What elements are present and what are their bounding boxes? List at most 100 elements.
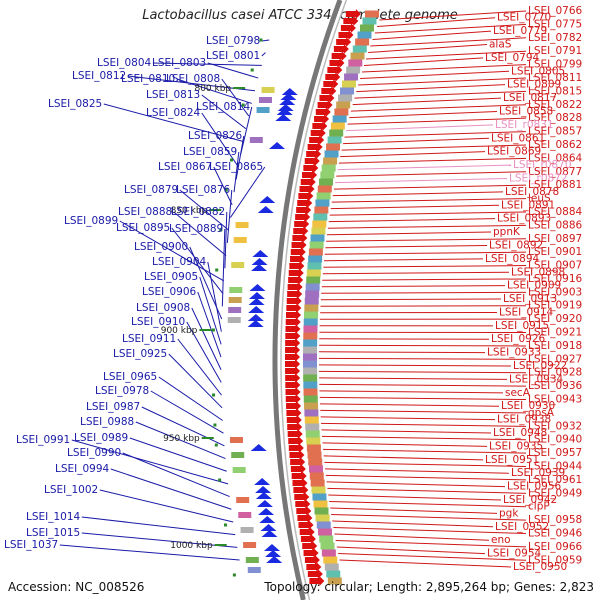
right-gene-label[interactable]: LSEI_0944 xyxy=(528,461,583,473)
left-gene-label[interactable]: LSEI_0904 xyxy=(152,256,207,268)
right-gene-label[interactable]: LSEI_0927 xyxy=(528,353,582,365)
right-gene-label[interactable]: LSEI_0918 xyxy=(528,340,582,352)
right-gene-label[interactable]: LSEI_0794 xyxy=(485,52,540,64)
left-gene-label[interactable]: LSEI_0911 xyxy=(122,333,176,345)
left-gene-label[interactable]: LSEI_0895 xyxy=(116,222,170,234)
right-gene-label[interactable]: LSEI_0920 xyxy=(528,313,582,325)
right-gene-label[interactable]: LSEI_0770 xyxy=(497,12,551,24)
right-gene-label[interactable]: LSEI_0901 xyxy=(528,246,582,258)
right-gene-label[interactable]: LSEI_0934 xyxy=(509,373,564,385)
left-gene-label[interactable]: LSEI_0908 xyxy=(136,302,190,314)
left-gene-label[interactable]: LSEI_1015 xyxy=(26,527,80,539)
left-gene-label[interactable]: LSEI_0804 xyxy=(97,57,152,69)
right-gene-label[interactable]: LSEI_0782 xyxy=(528,32,582,44)
left-gene-label[interactable]: LSEI_0865 xyxy=(209,161,263,173)
right-gene-label[interactable]: LSEI_0916 xyxy=(528,273,583,285)
right-gene-label[interactable]: LSEI_0891 xyxy=(501,199,555,211)
left-gene-label[interactable]: LSEI_0987 xyxy=(86,401,140,413)
left-gene-label[interactable]: LSEI_0879 xyxy=(124,184,178,196)
right-gene-label[interactable]: LSEI_0936 xyxy=(528,380,583,392)
left-gene-label[interactable]: LSEI_0978 xyxy=(95,385,149,397)
left-gene-label[interactable]: LSEI_0812 xyxy=(72,70,126,82)
right-gene-label[interactable]: LSEI_0893 xyxy=(497,213,551,225)
left-gene-label[interactable]: LSEI_0925 xyxy=(113,348,167,360)
right-gene-label[interactable]: LSEI_0822 xyxy=(528,99,582,111)
left-gene-label[interactable]: LSEI_0965 xyxy=(103,371,157,383)
left-gene-label[interactable]: LSEI_1037 xyxy=(4,539,58,551)
right-gene-label[interactable]: LSEI_r0870 xyxy=(513,159,572,171)
right-gene-label[interactable]: LSEI_0919 xyxy=(528,300,582,312)
right-gene-label[interactable]: LSEI_r0831 xyxy=(495,119,554,131)
left-gene-label[interactable]: LSEI_0798 xyxy=(206,35,260,47)
right-gene-label[interactable]: LSEI_0894 xyxy=(485,253,540,265)
right-gene-label[interactable]: LSEI_0954 xyxy=(487,548,542,560)
right-gene-label[interactable]: LSEI_0932 xyxy=(528,420,582,432)
right-gene-label[interactable]: LSEI_0950 xyxy=(513,561,567,573)
left-gene-label[interactable]: LSEI_0808 xyxy=(166,73,220,85)
right-gene-label[interactable]: LSEI_0913 xyxy=(503,293,557,305)
right-gene-label[interactable]: LSEI_0928 xyxy=(528,367,582,379)
left-gene-label[interactable]: LSEI_0889 xyxy=(169,223,223,235)
right-gene-label[interactable]: LSEI_0828 xyxy=(528,112,582,124)
right-gene-label[interactable]: LSEI_0897 xyxy=(528,233,582,245)
right-gene-label[interactable]: leuS xyxy=(528,193,551,205)
left-gene-label[interactable]: LSEI_0826 xyxy=(188,130,243,142)
right-gene-label[interactable]: gpsA xyxy=(528,407,555,419)
left-gene-label[interactable]: LSEI_0988 xyxy=(80,416,134,428)
right-gene-label[interactable]: LSEI_0958 xyxy=(528,514,582,526)
right-gene-label[interactable]: LSEI_0907 xyxy=(528,260,582,272)
right-gene-label[interactable]: LSEI_0938 xyxy=(497,414,551,426)
right-gene-label[interactable]: LSEI_0898 xyxy=(511,266,565,278)
right-gene-label[interactable]: alaS xyxy=(489,38,512,50)
right-gene-label[interactable]: clpP xyxy=(528,501,550,513)
left-gene-label[interactable]: LSEI_0991 xyxy=(16,434,70,446)
right-gene-label[interactable]: LSEI_0811 xyxy=(528,72,582,84)
left-gene-label[interactable]: LSEI_0814 xyxy=(196,101,251,113)
right-gene-label[interactable]: LSEI_0881 xyxy=(528,179,582,191)
right-gene-label[interactable]: LSEI_0922 xyxy=(513,360,567,372)
left-gene-label[interactable]: LSEI_0803 xyxy=(152,57,206,69)
right-gene-label[interactable]: LSEI_0939 xyxy=(511,467,565,479)
right-gene-label[interactable]: LSEI_0942 xyxy=(503,494,557,506)
right-gene-label[interactable]: LSEI_0921 xyxy=(528,327,582,339)
right-gene-label[interactable]: LSEI_0878 xyxy=(505,186,559,198)
left-gene-label[interactable]: LSEI_0994 xyxy=(55,463,110,475)
right-gene-label[interactable]: LSEI_0935 xyxy=(489,440,543,452)
right-gene-label[interactable]: pgk xyxy=(499,507,519,519)
right-gene-label[interactable]: LSEI_0791 xyxy=(528,45,582,57)
right-gene-label[interactable]: LSEI_0815 xyxy=(528,85,582,97)
right-gene-label[interactable]: LSEI_0966 xyxy=(528,541,583,553)
right-gene-label[interactable]: LSEI_0956 xyxy=(507,481,562,493)
right-gene-label[interactable]: LSEI_0952 xyxy=(495,521,549,533)
right-gene-label[interactable]: LSEI_0909 xyxy=(507,280,561,292)
right-gene-label[interactable]: LSEI_0864 xyxy=(528,152,583,164)
right-gene-label[interactable]: LSEI_r0872 xyxy=(509,172,568,184)
left-gene-label[interactable]: LSEI_0882 xyxy=(171,206,225,218)
left-gene-label[interactable]: LSEI_0824 xyxy=(146,107,201,119)
right-gene-label[interactable]: LSEI_0877 xyxy=(528,166,582,178)
right-gene-label[interactable]: LSEI_0903 xyxy=(528,286,582,298)
left-gene-label[interactable]: LSEI_0876 xyxy=(176,184,231,196)
right-gene-label[interactable]: LSEI_0775 xyxy=(528,18,582,30)
right-gene-label[interactable]: LSEI_0948 xyxy=(493,427,547,439)
right-gene-label[interactable]: ppnK xyxy=(493,226,521,238)
left-gene-label[interactable]: LSEI_0859 xyxy=(183,146,237,158)
left-gene-label[interactable]: LSEI_0810 xyxy=(121,73,175,85)
right-gene-label[interactable]: LSEI_0886 xyxy=(528,219,583,231)
left-gene-label[interactable]: LSEI_0906 xyxy=(142,286,197,298)
right-gene-label[interactable]: LSEI_0857 xyxy=(528,126,582,138)
right-gene-label[interactable]: LSEI_0805 xyxy=(511,65,565,77)
right-gene-label[interactable]: LSEI_0779 xyxy=(493,25,547,37)
left-gene-label[interactable]: LSEI_1014 xyxy=(26,511,81,523)
left-gene-label[interactable]: LSEI_0899 xyxy=(64,215,118,227)
right-gene-label[interactable]: LSEI_0915 xyxy=(495,320,549,332)
right-gene-label[interactable]: LSEI_0817 xyxy=(503,92,557,104)
right-gene-label[interactable]: LSEI_0946 xyxy=(528,528,583,540)
right-gene-label[interactable]: LSEI_0957 xyxy=(528,447,582,459)
right-gene-label[interactable]: LSEI_0961 xyxy=(528,474,582,486)
left-gene-label[interactable]: LSEI_0989 xyxy=(74,432,128,444)
left-gene-label[interactable]: LSEI_0910 xyxy=(131,316,185,328)
right-gene-label[interactable]: eno xyxy=(491,534,511,546)
right-gene-label[interactable]: LSEI_0951 xyxy=(485,454,539,466)
left-gene-label[interactable]: LSEI_0825 xyxy=(48,98,102,110)
